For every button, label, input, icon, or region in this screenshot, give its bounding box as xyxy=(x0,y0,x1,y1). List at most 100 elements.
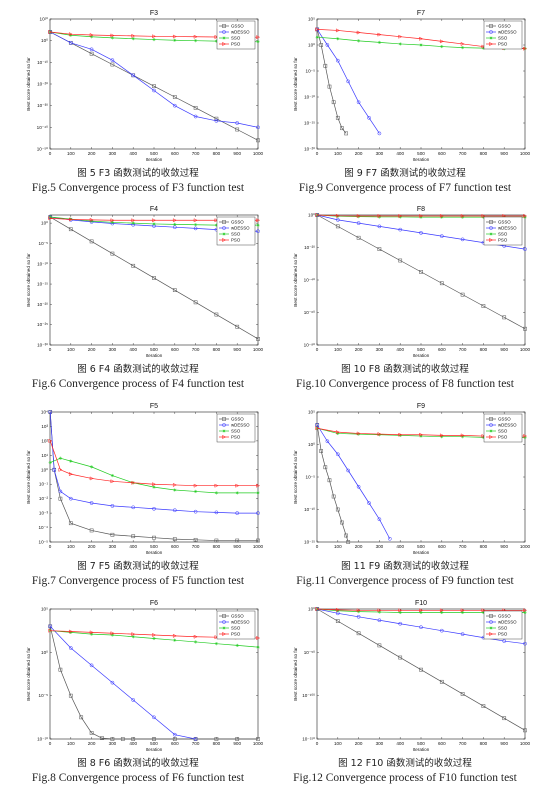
marker-star xyxy=(222,232,226,236)
marker-triangle xyxy=(214,34,219,39)
marker-star xyxy=(377,610,381,614)
marker-circle xyxy=(377,618,382,623)
y-tick-label: 10⁻²⁰ xyxy=(304,147,315,152)
figure-panel-f5: F5 0 100 200 300 400 500 600 700 800 900 1000 10⁻⁵ 10… xyxy=(8,397,268,592)
x-tick-label: 200 xyxy=(88,741,96,746)
caption-en: Fig.9 Convergence process of F7 function… xyxy=(298,182,512,194)
legend-label: wDESSO xyxy=(231,226,250,231)
legend-label: PSO xyxy=(231,435,241,440)
marker-square xyxy=(214,538,219,543)
series-line xyxy=(50,31,259,141)
marker-circle xyxy=(346,79,351,84)
series-line xyxy=(49,411,258,541)
x-tick-label: 200 xyxy=(355,347,363,352)
x-tick-label: 400 xyxy=(396,741,404,746)
marker-triangle xyxy=(256,483,261,488)
legend-label: GSSO xyxy=(498,417,511,422)
marker-star xyxy=(90,219,94,223)
y-tick-label: 10⁻¹⁰ xyxy=(37,60,48,65)
marker-triangle xyxy=(377,213,382,218)
x-tick-label: 100 xyxy=(334,151,342,156)
marker-circle xyxy=(89,47,94,52)
x-tick-label: 800 xyxy=(480,741,488,746)
caption-en: Fig.6 Convergence process of F4 function… xyxy=(31,378,245,390)
marker-square xyxy=(193,300,198,305)
x-tick-label: 1000 xyxy=(253,151,264,156)
x-tick-label: 900 xyxy=(500,741,508,746)
marker-triangle xyxy=(335,607,340,612)
chart-title: F8 xyxy=(417,206,425,213)
x-tick-label: 500 xyxy=(417,151,425,156)
x-tick-label: 0 xyxy=(316,151,319,156)
marker-circle xyxy=(222,620,226,624)
caption-en: Fig.5 Convergence process of F3 function… xyxy=(31,182,245,194)
marker-triangle xyxy=(489,237,494,243)
x-tick-label: 1000 xyxy=(253,544,264,549)
marker-square xyxy=(222,24,226,28)
marker-square xyxy=(256,737,260,741)
marker-circle xyxy=(152,506,156,511)
x-tick-label: 800 xyxy=(480,347,488,352)
marker-triangle xyxy=(356,213,361,218)
marker-circle xyxy=(68,496,73,501)
marker-square xyxy=(152,84,156,89)
marker-square xyxy=(68,521,73,526)
marker-square xyxy=(319,449,324,453)
marker-star xyxy=(419,215,423,219)
marker-star xyxy=(481,610,485,615)
x-tick-label: 400 xyxy=(396,347,404,352)
legend-label: wDESSO xyxy=(498,423,517,428)
x-tick-label: 400 xyxy=(129,544,137,549)
marker-square xyxy=(214,116,219,121)
marker-star xyxy=(110,220,114,224)
marker-star xyxy=(48,460,52,465)
marker-triangle xyxy=(481,213,486,218)
marker-square xyxy=(89,51,94,56)
y-tick-label: 10⁻⁵ xyxy=(39,540,49,545)
marker-circle xyxy=(523,641,527,646)
marker-square xyxy=(256,538,260,543)
marker-circle xyxy=(68,40,73,45)
x-tick-label: 500 xyxy=(417,741,425,746)
y-axis-label: Best score obtained so far xyxy=(26,253,31,307)
marker-circle xyxy=(356,614,361,619)
marker-star xyxy=(336,214,340,218)
legend-label: SSO xyxy=(498,429,508,434)
legend-label: GSSO xyxy=(498,24,511,29)
y-tick-label: 10⁰ xyxy=(308,607,315,612)
x-tick-label: 900 xyxy=(500,347,508,352)
marker-circle xyxy=(214,510,219,515)
marker-circle xyxy=(439,628,444,633)
marker-square xyxy=(256,337,260,341)
marker-triangle xyxy=(460,41,465,46)
marker-star xyxy=(173,222,177,226)
marker-triangle xyxy=(489,41,494,47)
y-tick-label: 10⁻⁴⁰ xyxy=(37,125,49,130)
y-axis-label: Best score obtained so far xyxy=(26,450,31,504)
marker-square xyxy=(172,95,177,99)
marker-square xyxy=(460,692,465,696)
y-tick-label: 10⁻¹⁰ xyxy=(304,95,315,100)
marker-circle xyxy=(325,43,330,47)
marker-triangle xyxy=(256,35,261,40)
y-tick-label: 10² xyxy=(41,438,48,443)
x-tick-label: 900 xyxy=(500,151,508,156)
marker-triangle xyxy=(256,218,261,223)
marker-circle xyxy=(235,121,240,125)
chart-title: F9 xyxy=(417,403,425,410)
marker-triangle xyxy=(502,213,507,218)
marker-triangle xyxy=(193,483,198,488)
legend-label: wDESSO xyxy=(231,620,250,625)
marker-star xyxy=(131,37,135,41)
legend-label: PSO xyxy=(231,238,241,243)
marker-triangle xyxy=(460,213,465,218)
x-tick-label: 300 xyxy=(109,544,117,549)
x-tick-label: 700 xyxy=(459,347,467,352)
x-tick-label: 600 xyxy=(171,347,179,352)
marker-star xyxy=(489,36,493,40)
marker-triangle xyxy=(152,482,157,487)
legend-label: PSO xyxy=(498,42,508,47)
marker-square xyxy=(489,417,493,421)
marker-square xyxy=(323,465,328,470)
chart-title: F7 xyxy=(417,10,425,17)
